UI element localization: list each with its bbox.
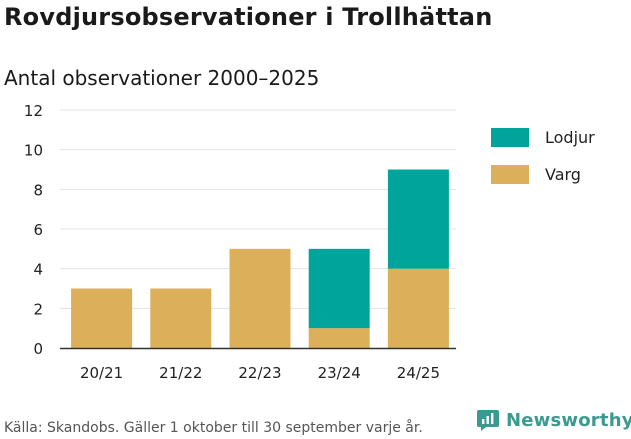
x-tick-label: 24/25 xyxy=(397,364,440,382)
x-tick-label: 23/24 xyxy=(318,364,361,382)
bar-lodjur-23-24 xyxy=(308,248,370,329)
bar-varg-22-23 xyxy=(229,248,291,348)
legend-swatch-varg xyxy=(491,165,529,184)
bar-varg-21-22 xyxy=(150,288,212,348)
x-tick-label: 22/23 xyxy=(238,364,281,382)
axes: 0 2 4 6 8 10 12 20/21 21/22 22/23 23/24 24/25 xyxy=(24,102,456,382)
bar-varg-24-25 xyxy=(387,268,449,348)
y-tick-label: 4 xyxy=(33,261,43,279)
y-tick-label: 0 xyxy=(33,340,43,358)
bar-varg-20-21 xyxy=(71,288,133,348)
brand-name: Newsworthy xyxy=(506,409,631,431)
y-tick-label: 8 xyxy=(33,181,43,199)
chart-subtitle: Antal observationer 2000–2025 xyxy=(4,66,320,90)
y-tick-label: 12 xyxy=(24,102,43,120)
legend-label-lodjur: Lodjur xyxy=(545,128,595,147)
y-tick-label: 2 xyxy=(33,300,43,318)
newsworthy-logo-icon xyxy=(477,410,499,431)
bars xyxy=(71,169,449,348)
y-tick-label: 10 xyxy=(24,142,43,160)
legend-swatch-lodjur xyxy=(491,128,529,147)
x-tick-label: 20/21 xyxy=(80,364,123,382)
legend: Lodjur Varg xyxy=(491,128,595,184)
bar-lodjur-24-25 xyxy=(387,169,449,269)
source-note: Källa: Skandobs. Gäller 1 oktober till 3… xyxy=(4,420,423,436)
x-tick-label: 21/22 xyxy=(159,364,202,382)
legend-label-varg: Varg xyxy=(545,165,581,184)
newsworthy-brand[interactable]: Newsworthy xyxy=(476,408,631,432)
chart-title: Rovdjursobservationer i Trollhättan xyxy=(4,3,493,31)
bar-varg-23-24 xyxy=(308,328,370,348)
y-tick-label: 6 xyxy=(33,221,43,239)
